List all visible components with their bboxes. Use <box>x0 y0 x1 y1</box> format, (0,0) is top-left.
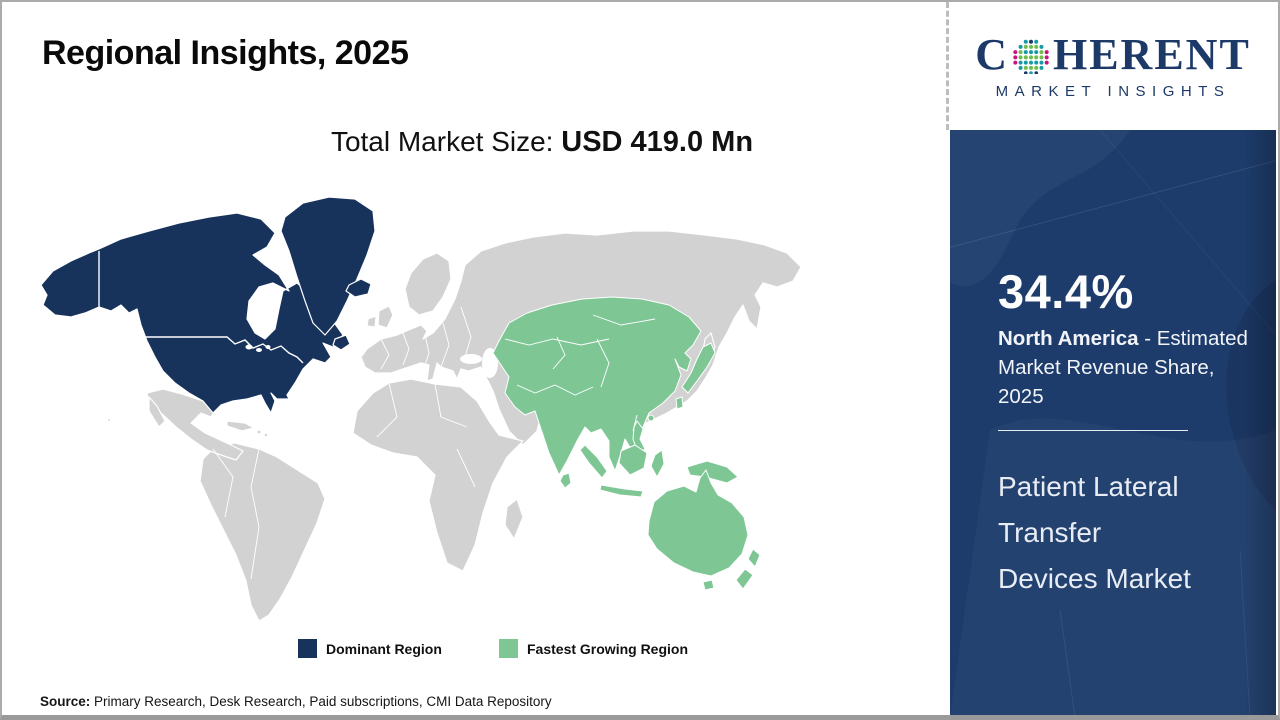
world-map-svg <box>40 196 802 622</box>
map-us-canada-border <box>137 336 304 364</box>
map-japan <box>681 342 716 394</box>
legend-label-fastest-growing: Fastest Growing Region <box>527 640 689 657</box>
region-asia-pacific <box>492 296 761 591</box>
map-java <box>599 484 644 498</box>
map-scandinavia <box>404 252 452 316</box>
brand-name: C HERENT <box>975 29 1251 79</box>
market-name: Patient Lateral Transfer Devices Market <box>998 464 1248 602</box>
map-caribbean-island <box>263 432 269 438</box>
map-seas <box>460 348 498 378</box>
map-borders-north-america <box>98 251 304 364</box>
map-borneo <box>618 444 648 476</box>
map-hawaii <box>106 417 112 423</box>
map-country-borders-green <box>504 314 656 432</box>
map-country-borders-gray <box>212 306 476 580</box>
map-ireland <box>366 315 377 328</box>
panel-divider <box>998 430 1188 431</box>
map-newfoundland <box>332 334 351 351</box>
map-new-zealand-south <box>735 568 754 590</box>
brand-suffix: HERENT <box>1052 29 1251 79</box>
map-sulawesi <box>650 449 665 478</box>
map-hainan <box>647 414 655 422</box>
map-great-lakes <box>245 344 271 352</box>
map-uk <box>377 305 394 329</box>
total-market-size-label: Total Market Size: <box>330 126 562 157</box>
map-sumatra <box>579 444 608 479</box>
share-region: North America <box>998 327 1139 350</box>
map-madagascar <box>504 498 524 540</box>
share-description-line1: North America - Estimated <box>998 324 1260 353</box>
brand-prefix: C <box>975 29 1009 79</box>
dashed-separator <box>946 2 949 130</box>
map-south-america <box>199 442 326 622</box>
map-north-america-mainland <box>40 212 344 414</box>
map-new-guinea <box>686 460 739 484</box>
map-australia <box>647 469 749 577</box>
legend-item-dominant: Dominant Region <box>298 639 442 658</box>
map-africa <box>352 378 524 572</box>
share-line1-rest: - Estimated <box>1138 327 1248 350</box>
map-greenland <box>280 196 376 336</box>
region-north-america <box>40 196 376 414</box>
market-name-line2: Transfer <box>998 517 1102 548</box>
legend-swatch-dominant <box>298 639 317 658</box>
cmi-globe-icon <box>1013 39 1049 74</box>
map-tasmania <box>702 579 715 591</box>
legend-item-fastest-growing: Fastest Growing Region <box>499 639 688 658</box>
share-description-line2: Market Revenue Share, <box>998 356 1215 379</box>
share-description: North America - Estimated Market Revenue… <box>998 324 1260 411</box>
map-cuba <box>226 420 255 432</box>
map-iceland <box>345 278 372 298</box>
stats-panel: 34.4% North America - Estimated Market R… <box>950 130 1276 715</box>
share-value: 34.4% <box>998 265 1134 318</box>
map-baja <box>148 396 166 428</box>
map-sri-lanka <box>559 472 572 489</box>
world-map <box>37 187 882 627</box>
share-description-line3: 2025 <box>998 385 1044 408</box>
total-market-size-value: USD 419.0 Mn <box>561 126 754 158</box>
map-caribbean-island <box>256 429 262 435</box>
brand-tagline: MARKET INSIGHTS <box>995 82 1231 100</box>
brand-logo: C HERENT MARKET INSIGHTS <box>950 2 1276 130</box>
source-text: Primary Research, Desk Research, Paid su… <box>90 694 552 709</box>
market-name-line1: Patient Lateral <box>998 471 1179 502</box>
total-market-size-heading: Total Market Size: USD 419.0 Mn <box>202 126 882 159</box>
source-label: Source: <box>40 694 91 709</box>
panel-watermark <box>950 130 1276 715</box>
market-name-line3: Devices Market <box>998 563 1191 594</box>
legend-label-dominant: Dominant Region <box>326 640 442 657</box>
map-taiwan <box>675 396 684 410</box>
legend-swatch-fastest-growing <box>499 639 518 658</box>
page-title: Regional Insights, 2025 <box>42 34 409 72</box>
source-note: Source: Primary Research, Desk Research,… <box>40 694 552 709</box>
map-new-zealand-north <box>747 548 761 568</box>
map-asia-mainland <box>492 296 702 476</box>
